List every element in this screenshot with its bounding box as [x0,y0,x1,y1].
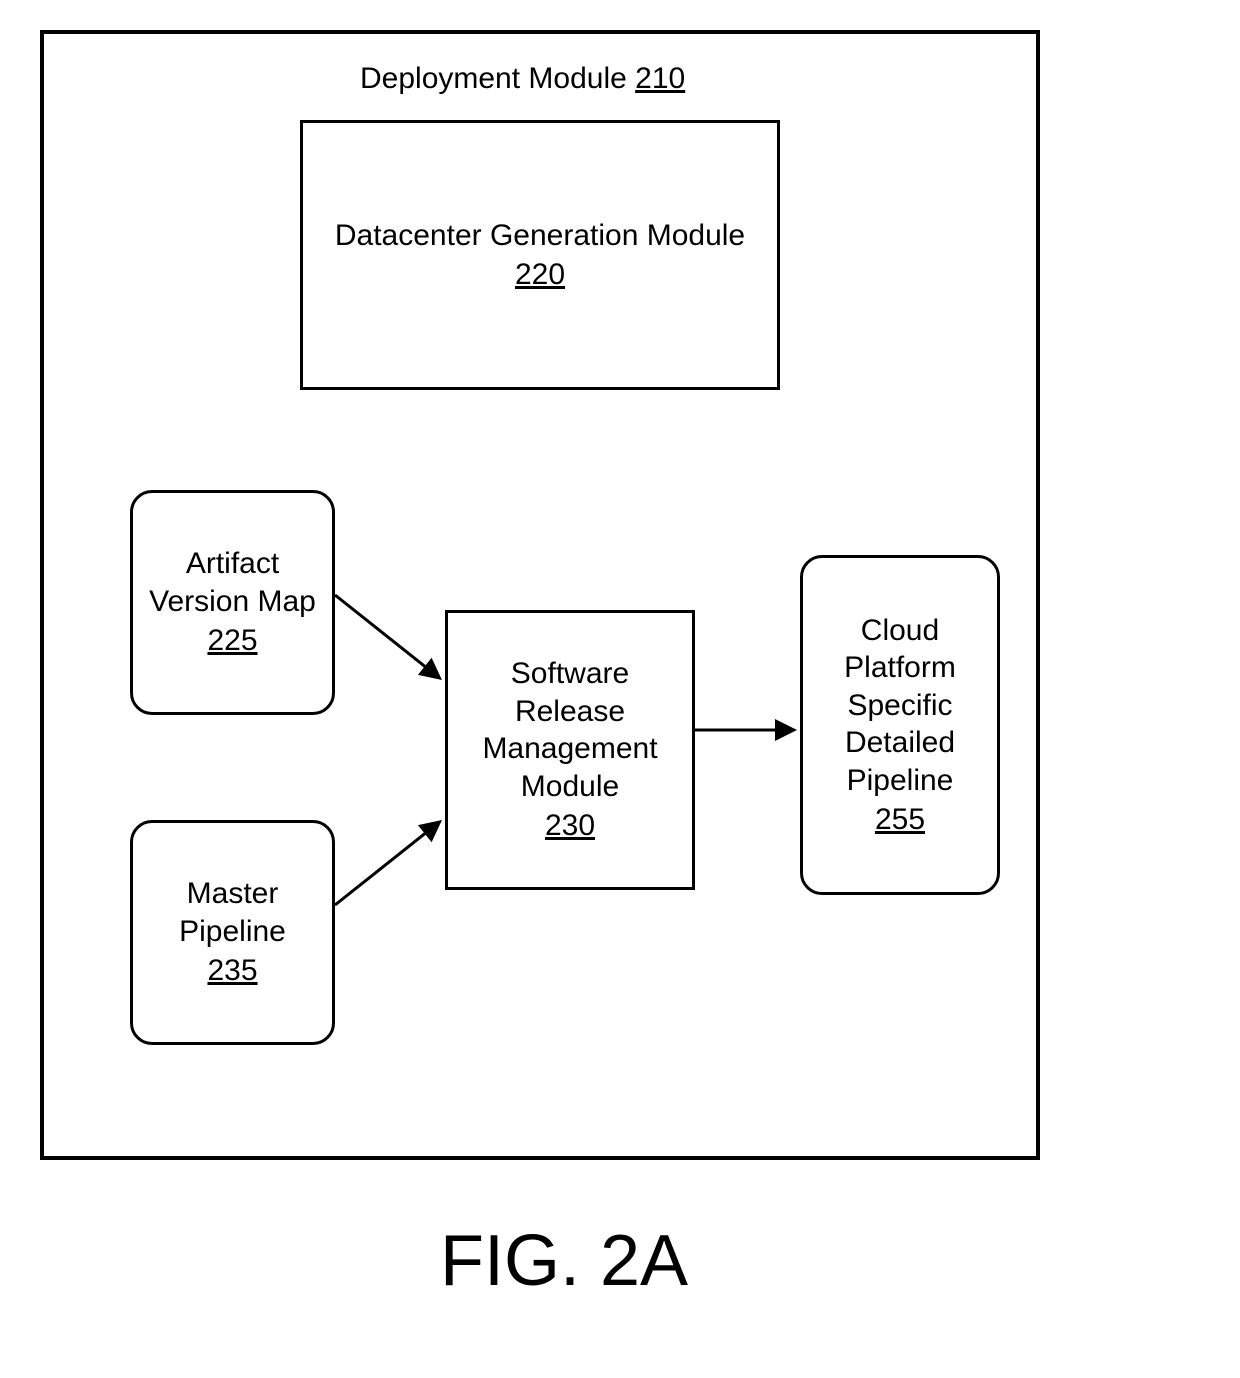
cloud-platform-specific-detailed-pipeline-label: CloudPlatformSpecificDetailedPipeline255 [844,612,956,839]
master-pipeline-label: MasterPipeline235 [179,875,286,990]
artifact-version-map-box: ArtifactVersion Map225 [130,490,335,715]
artifact-version-map-label: ArtifactVersion Map225 [149,545,316,660]
figure-label: FIG. 2A [440,1220,688,1302]
cloud-platform-specific-detailed-pipeline-box: CloudPlatformSpecificDetailedPipeline255 [800,555,1000,895]
datacenter-generation-module-label: Datacenter Generation Module220 [335,217,745,294]
diagram-canvas: Deployment Module 210 Datacenter Generat… [0,0,1240,1378]
software-release-management-module-box: SoftwareReleaseManagementModule230 [445,610,695,890]
deployment-module-title: Deployment Module 210 [360,62,685,96]
software-release-management-module-label: SoftwareReleaseManagementModule230 [482,655,657,845]
datacenter-generation-module-box: Datacenter Generation Module220 [300,120,780,390]
master-pipeline-box: MasterPipeline235 [130,820,335,1045]
